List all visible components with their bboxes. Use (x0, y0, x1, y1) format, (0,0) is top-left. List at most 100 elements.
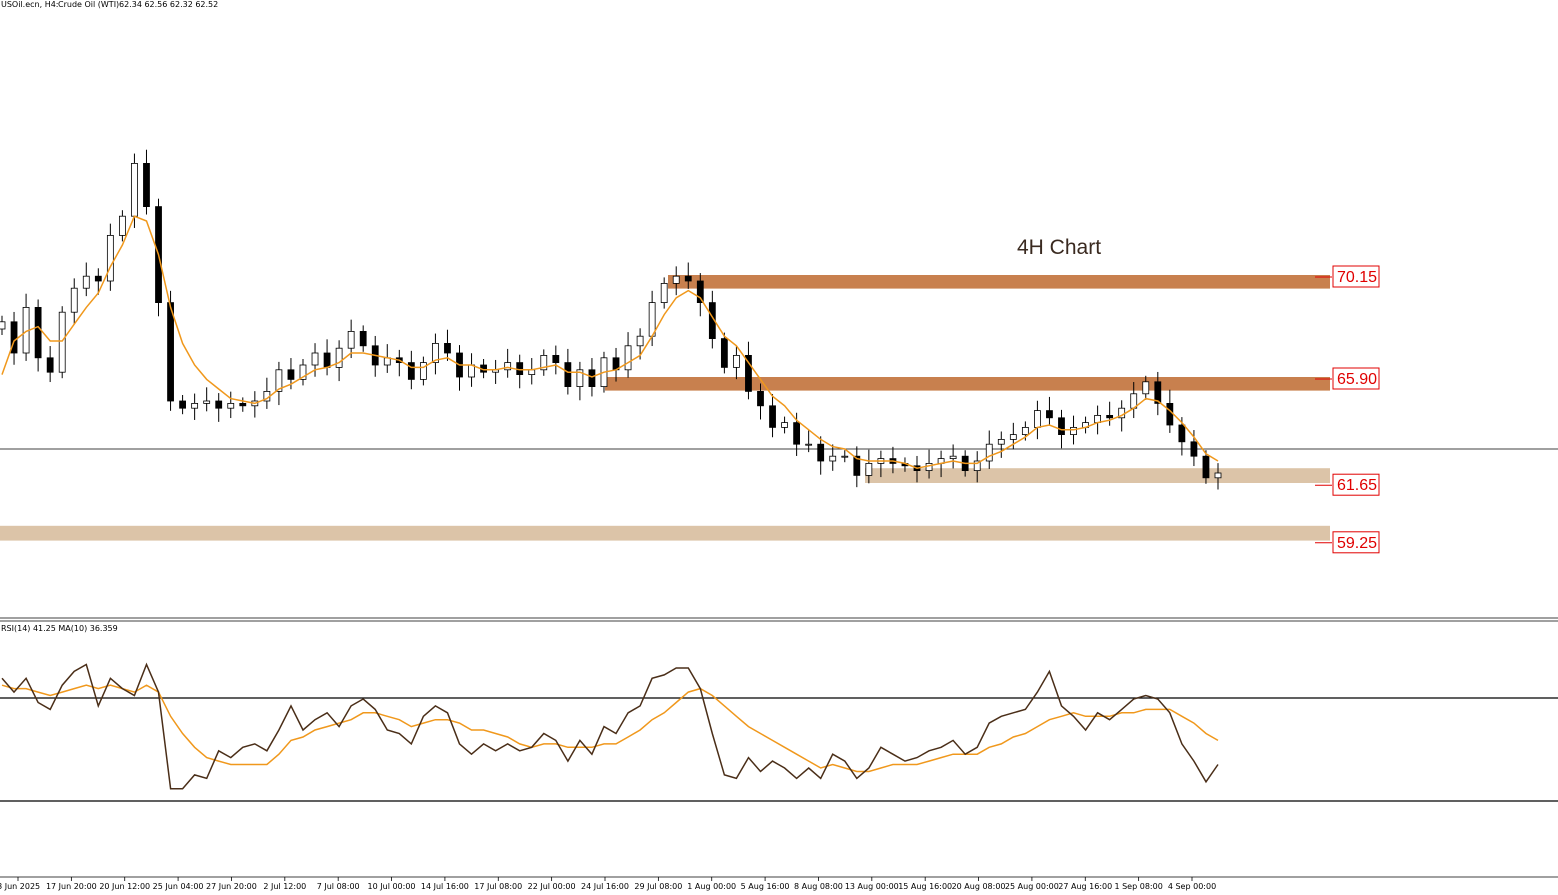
candle-body (311, 352, 319, 366)
candle-body (540, 354, 548, 371)
candle-body (865, 462, 873, 476)
level-box (1332, 531, 1380, 554)
level-label: 65.90 (1337, 371, 1377, 388)
candle-body (805, 443, 813, 446)
candle-body (1106, 414, 1114, 419)
candle-body (299, 364, 307, 380)
candle-body (925, 462, 933, 471)
candle-body (720, 338, 728, 368)
candle-body (179, 400, 186, 409)
candle-body (239, 402, 247, 407)
candle-body (347, 330, 355, 349)
x-tick-label: 13 Aug 00:00 (845, 882, 899, 891)
candle-body (94, 275, 102, 282)
x-tick-label: 25 Aug 00:00 (1005, 882, 1059, 891)
rsi-ma-line (1, 684, 1219, 773)
candle-body (1142, 381, 1150, 395)
x-tick-label: 20 Jun 12:00 (99, 882, 150, 891)
level-labels-layer: 70.15 65.90 61.65 59.25 (1315, 265, 1380, 554)
candle-body (817, 443, 825, 462)
x-tick-label: 14 Jul 16:00 (421, 882, 469, 891)
candle-body (684, 275, 692, 282)
x-tick-label: 13 Jun 2025 (0, 882, 40, 891)
candle-body (1154, 381, 1162, 404)
candle-body (1058, 417, 1065, 435)
x-tick-label: 10 Jul 00:00 (368, 882, 416, 891)
ohlc-values: 62.34 62.56 62.32 62.52 (119, 0, 218, 9)
candle-body (432, 342, 439, 363)
x-tick-label: 7 Jul 08:00 (317, 882, 360, 891)
x-tick-label: 29 Jul 08:00 (634, 882, 682, 891)
candle-body (552, 354, 560, 363)
x-tick-label: 1 Sep 08:00 (1114, 882, 1162, 891)
candle-body (227, 402, 235, 409)
candle-body (672, 275, 680, 284)
candle-body (745, 354, 752, 392)
x-tick-label: 25 Jun 04:00 (153, 882, 204, 891)
x-tick-label: 8 Aug 08:00 (794, 882, 843, 891)
candle-body (1202, 455, 1210, 479)
level-label: 61.65 (1337, 477, 1377, 494)
x-tick-label: 1 Aug 00:00 (687, 882, 736, 891)
candle-body (287, 369, 295, 380)
candle-body (660, 282, 668, 303)
candle-body (1009, 434, 1017, 440)
candle-body (1046, 410, 1053, 419)
zone-70-15 (668, 275, 1330, 289)
candle-body (1190, 441, 1198, 457)
candle-body (1214, 472, 1222, 479)
candle-body (757, 390, 764, 407)
candle-body (1021, 426, 1029, 435)
candle-body (359, 330, 367, 347)
candles-layer (0, 149, 1222, 490)
x-tick-label: 24 Jul 16:00 (581, 882, 629, 891)
level-box (1332, 367, 1380, 390)
candle-body (191, 402, 199, 409)
candle-body (70, 287, 78, 313)
candle-body (46, 357, 54, 373)
candle-body (34, 306, 42, 359)
candle-body (1166, 402, 1174, 426)
x-tick-label: 15 Aug 16:00 (898, 882, 952, 891)
x-tick-label: 17 Jun 20:00 (46, 882, 97, 891)
candle-body (0, 321, 6, 330)
x-tick-label: 22 Jul 00:00 (528, 882, 576, 891)
x-tick-label: 4 Sep 00:00 (1168, 882, 1216, 891)
candle-body (624, 345, 632, 371)
candle-body (468, 364, 475, 378)
candle-body (793, 422, 801, 445)
zone-61-65 (865, 468, 1330, 483)
level-label: 59.25 (1337, 535, 1377, 552)
candle-body (636, 335, 644, 347)
candle-body (323, 352, 331, 368)
candle-body (143, 162, 150, 207)
level-box (1332, 265, 1380, 288)
candle-body (696, 280, 704, 304)
zone-65-90 (605, 377, 1330, 391)
candle-body (407, 362, 415, 380)
x-tick-label: 5 Aug 16:00 (741, 882, 790, 891)
x-tick-label: 2 Jul 12:00 (263, 882, 306, 891)
x-tick-label: 17 Jul 08:00 (474, 882, 522, 891)
candle-body (985, 443, 993, 462)
candle-body (275, 369, 283, 392)
x-tick-label: 27 Jun 20:00 (206, 882, 257, 891)
candle-body (576, 369, 584, 387)
rsi-label: RSI(14) 41.25 MA(10) 36.359 (1, 624, 118, 633)
chart-annotation: 4H Chart (1017, 236, 1101, 259)
candle-body (516, 362, 524, 376)
candle-body (419, 362, 427, 380)
candle-body (1034, 410, 1041, 428)
candle-body (444, 342, 451, 354)
candle-body (10, 321, 18, 354)
candle-body (82, 275, 90, 289)
candle-body (335, 347, 343, 368)
candle-body (1178, 424, 1186, 443)
candle-body (215, 400, 223, 409)
candle-body (853, 455, 861, 476)
candle-body (973, 460, 981, 471)
candle-body (829, 455, 837, 462)
level-box (1332, 473, 1380, 496)
